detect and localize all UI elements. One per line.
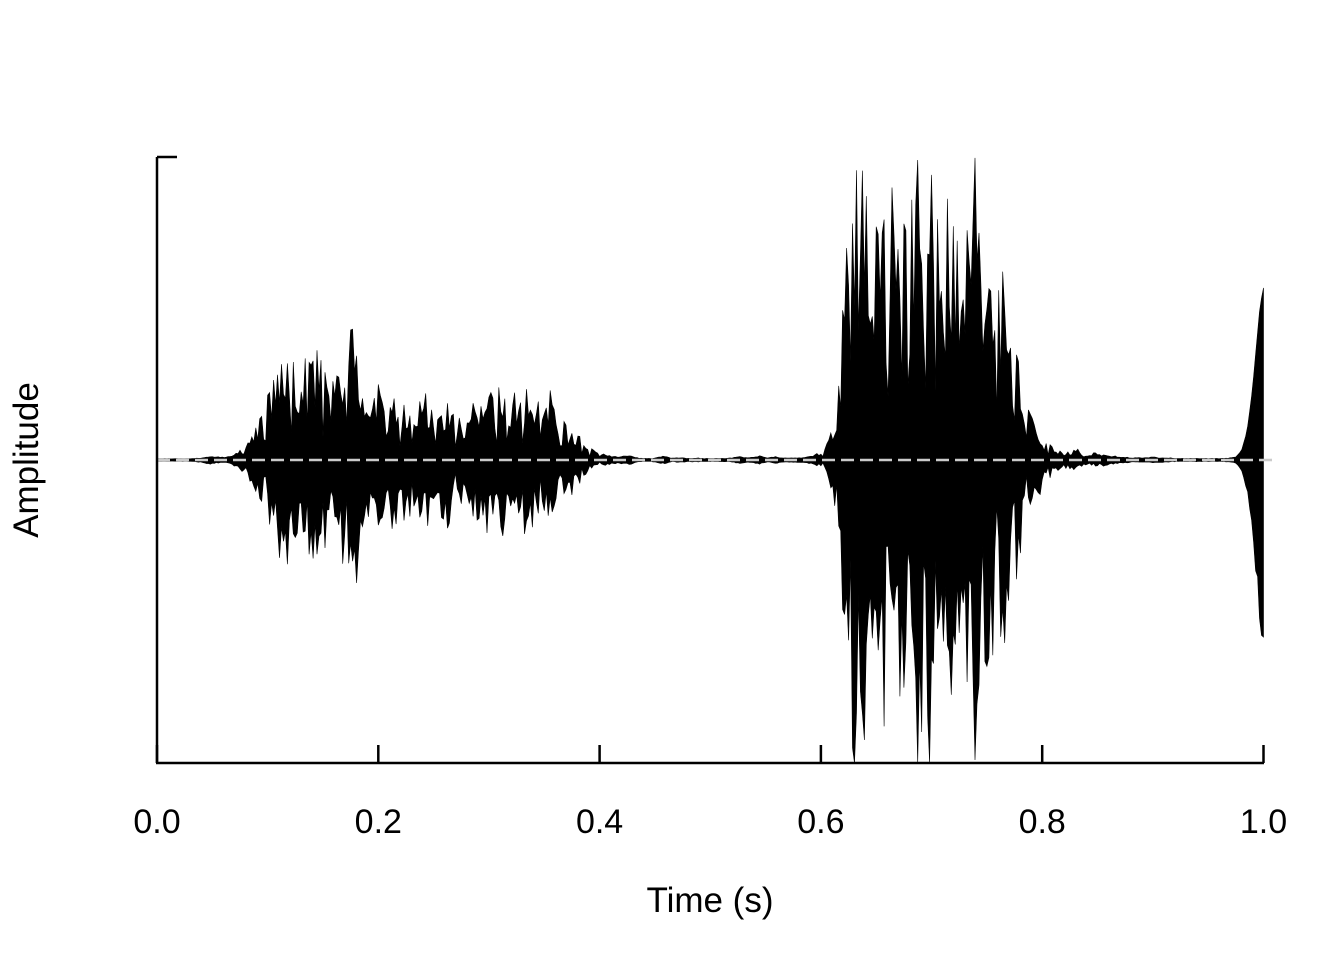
x-axis-title: Time (s)	[646, 881, 773, 920]
x-axis-tick-label: 0.2	[355, 803, 402, 841]
x-axis-tick-label: 1.0	[1240, 803, 1287, 841]
y-axis-title: Amplitude	[7, 382, 46, 538]
x-axis-tick-labels: 0.0 0.2 0.4 0.6 0.8 1.0	[133, 803, 1287, 841]
x-axis-tick-label: 0.8	[1019, 803, 1066, 841]
x-axis-tick-label: 0.4	[576, 803, 623, 841]
x-axis-tick-label: 0.0	[133, 803, 180, 841]
x-axis-tick-label: 0.6	[797, 803, 844, 841]
x-axis-ticks	[155, 745, 1265, 763]
